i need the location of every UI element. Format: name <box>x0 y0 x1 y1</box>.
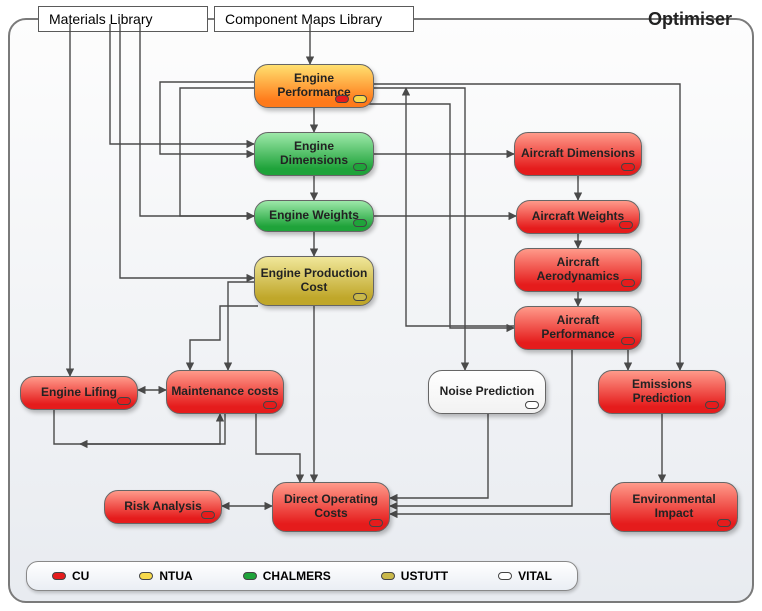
node-engine-prod: Engine Production Cost <box>254 256 374 306</box>
cu-pill-icon <box>717 519 731 527</box>
node-maint: Maintenance costs <box>166 370 284 414</box>
node-ac-aero: Aircraft Aerodynamics <box>514 248 642 292</box>
node-emissions: Emissions Prediction <box>598 370 726 414</box>
cu-pill-icon <box>335 95 349 103</box>
cu-pill-icon <box>201 511 215 519</box>
node-label: Emissions Prediction <box>603 378 721 406</box>
vital-pill-icon <box>525 401 539 409</box>
node-label: Engine Dimensions <box>259 140 369 168</box>
legend-label: CU <box>72 569 89 583</box>
cu-pill-icon <box>621 279 635 287</box>
node-label: Engine Performance <box>259 72 369 100</box>
node-label: Risk Analysis <box>124 500 202 514</box>
ustutt-pill-icon <box>353 293 367 301</box>
ustutt-pill-icon <box>381 572 395 580</box>
page-title: Optimiser <box>648 9 732 30</box>
cu-pill-icon <box>621 337 635 345</box>
cu-pill-icon <box>619 221 633 229</box>
optimiser-frame: Materials Library Component Maps Library… <box>8 18 754 603</box>
node-label: Aircraft Performance <box>519 314 637 342</box>
node-label: Maintenance costs <box>171 385 278 399</box>
node-ac-dim: Aircraft Dimensions <box>514 132 642 176</box>
vital-pill-icon <box>498 572 512 580</box>
legend-item-chalmers: CHALMERS <box>243 569 331 583</box>
node-risk: Risk Analysis <box>104 490 222 524</box>
node-doc: Direct Operating Costs <box>272 482 390 532</box>
node-ac-wt: Aircraft Weights <box>516 200 640 234</box>
legend: CU NTUA CHALMERS USTUTT VITAL <box>26 561 578 591</box>
node-engine-perf: Engine Performance <box>254 64 374 108</box>
node-label: Aircraft Aerodynamics <box>519 256 637 284</box>
ntua-pill-icon <box>139 572 153 580</box>
chalmers-pill-icon <box>243 572 257 580</box>
legend-item-ntua: NTUA <box>139 569 192 583</box>
node-label: Engine Weights <box>269 209 359 223</box>
legend-label: CHALMERS <box>263 569 331 583</box>
legend-label: NTUA <box>159 569 192 583</box>
legend-label: USTUTT <box>401 569 448 583</box>
legend-item-ustutt: USTUTT <box>381 569 448 583</box>
cu-pill-icon <box>369 519 383 527</box>
node-label: Direct Operating Costs <box>277 493 385 521</box>
materials-library-header: Materials Library <box>38 6 208 32</box>
node-label: Noise Prediction <box>440 385 535 399</box>
node-engine-dim: Engine Dimensions <box>254 132 374 176</box>
cu-pill-icon <box>705 401 719 409</box>
legend-label: VITAL <box>518 569 552 583</box>
node-label: Engine Lifing <box>41 386 117 400</box>
node-noise: Noise Prediction <box>428 370 546 414</box>
chalmers-pill-icon <box>353 163 367 171</box>
node-ac-perf: Aircraft Performance <box>514 306 642 350</box>
cu-pill-icon <box>52 572 66 580</box>
cu-pill-icon <box>263 401 277 409</box>
node-engine-wt: Engine Weights <box>254 200 374 232</box>
legend-item-cu: CU <box>52 569 89 583</box>
node-label: Aircraft Weights <box>532 210 624 224</box>
node-label: Engine Production Cost <box>259 267 369 295</box>
chalmers-pill-icon <box>353 219 367 227</box>
component-maps-header: Component Maps Library <box>214 6 414 32</box>
cu-pill-icon <box>117 397 131 405</box>
node-env: Environmental Impact <box>610 482 738 532</box>
ntua-pill-icon <box>353 95 367 103</box>
legend-item-vital: VITAL <box>498 569 552 583</box>
cu-pill-icon <box>621 163 635 171</box>
node-label: Aircraft Dimensions <box>521 147 635 161</box>
node-engine-lifing: Engine Lifing <box>20 376 138 410</box>
node-label: Environmental Impact <box>615 493 733 521</box>
